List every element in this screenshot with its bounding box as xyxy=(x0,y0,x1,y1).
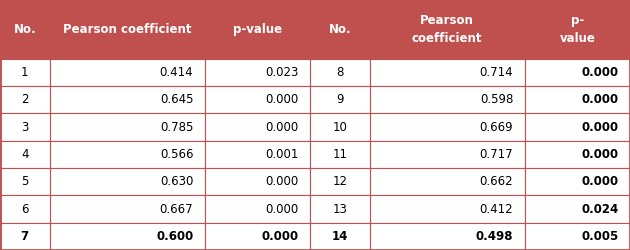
Bar xyxy=(370,0,525,59)
Text: 0.598: 0.598 xyxy=(480,93,513,106)
Bar xyxy=(525,59,630,86)
Text: 0.662: 0.662 xyxy=(479,175,513,188)
Bar xyxy=(205,195,310,223)
Text: 0.000: 0.000 xyxy=(581,175,619,188)
Bar xyxy=(310,0,370,59)
Text: 3: 3 xyxy=(21,120,28,134)
Bar xyxy=(370,168,525,195)
Bar xyxy=(0,59,50,86)
Bar xyxy=(310,168,370,195)
Text: 0.005: 0.005 xyxy=(581,230,619,243)
Bar xyxy=(370,86,525,114)
Text: Pearson coefficient: Pearson coefficient xyxy=(63,23,192,36)
Bar xyxy=(310,223,370,250)
Text: 0.667: 0.667 xyxy=(159,202,193,215)
Bar xyxy=(525,141,630,168)
Text: 6: 6 xyxy=(21,202,28,215)
Bar xyxy=(370,59,525,86)
Bar xyxy=(370,195,525,223)
Text: 0.785: 0.785 xyxy=(160,120,193,134)
Text: 12: 12 xyxy=(332,175,347,188)
Text: 0.630: 0.630 xyxy=(160,175,193,188)
Bar xyxy=(310,86,370,114)
Text: 8: 8 xyxy=(336,66,343,79)
Bar xyxy=(205,223,310,250)
Text: 0.023: 0.023 xyxy=(265,66,299,79)
Text: 0.000: 0.000 xyxy=(265,93,299,106)
Bar xyxy=(0,0,50,59)
Text: 11: 11 xyxy=(332,148,347,161)
Bar xyxy=(525,114,630,141)
Text: 0.412: 0.412 xyxy=(479,202,513,215)
Text: Pearson
coefficient: Pearson coefficient xyxy=(412,14,483,45)
Bar xyxy=(525,86,630,114)
Bar xyxy=(205,59,310,86)
Text: p-value: p-value xyxy=(232,23,282,36)
Bar xyxy=(0,86,50,114)
Bar xyxy=(50,86,205,114)
Text: 1: 1 xyxy=(21,66,28,79)
Text: 7: 7 xyxy=(21,230,29,243)
Bar xyxy=(50,168,205,195)
Bar xyxy=(50,195,205,223)
Bar xyxy=(205,0,310,59)
Text: 0.645: 0.645 xyxy=(160,93,193,106)
Text: 0.000: 0.000 xyxy=(261,230,299,243)
Text: 0.669: 0.669 xyxy=(479,120,513,134)
Text: No.: No. xyxy=(328,23,351,36)
Bar xyxy=(0,114,50,141)
Bar xyxy=(205,168,310,195)
Text: 0.024: 0.024 xyxy=(581,202,619,215)
Text: 0.600: 0.600 xyxy=(156,230,193,243)
Bar xyxy=(0,168,50,195)
Text: 0.717: 0.717 xyxy=(479,148,513,161)
Bar xyxy=(0,195,50,223)
Bar xyxy=(205,114,310,141)
Bar xyxy=(525,168,630,195)
Bar xyxy=(310,141,370,168)
Text: p-
value: p- value xyxy=(559,14,595,45)
Text: 0.566: 0.566 xyxy=(160,148,193,161)
Bar xyxy=(205,141,310,168)
Bar xyxy=(310,59,370,86)
Bar xyxy=(50,59,205,86)
Text: 0.001: 0.001 xyxy=(265,148,299,161)
Bar xyxy=(50,114,205,141)
Text: 0.498: 0.498 xyxy=(476,230,513,243)
Bar xyxy=(370,223,525,250)
Text: 5: 5 xyxy=(21,175,28,188)
Text: 0.000: 0.000 xyxy=(581,148,619,161)
Text: 2: 2 xyxy=(21,93,28,106)
Bar xyxy=(525,195,630,223)
Bar xyxy=(525,223,630,250)
Text: 4: 4 xyxy=(21,148,28,161)
Bar xyxy=(310,114,370,141)
Text: 13: 13 xyxy=(333,202,347,215)
Text: 0.000: 0.000 xyxy=(265,175,299,188)
Text: 14: 14 xyxy=(331,230,348,243)
Bar xyxy=(370,114,525,141)
Text: 0.714: 0.714 xyxy=(479,66,513,79)
Bar xyxy=(370,141,525,168)
Bar xyxy=(310,195,370,223)
Text: 10: 10 xyxy=(333,120,347,134)
Text: 0.000: 0.000 xyxy=(581,66,619,79)
Bar xyxy=(0,223,50,250)
Bar xyxy=(50,0,205,59)
Text: 9: 9 xyxy=(336,93,343,106)
Text: 0.000: 0.000 xyxy=(265,120,299,134)
Text: 0.000: 0.000 xyxy=(581,93,619,106)
Bar xyxy=(50,223,205,250)
Bar xyxy=(0,141,50,168)
Text: No.: No. xyxy=(13,23,36,36)
Text: 0.000: 0.000 xyxy=(265,202,299,215)
Text: 0.000: 0.000 xyxy=(581,120,619,134)
Text: 0.414: 0.414 xyxy=(159,66,193,79)
Bar xyxy=(525,0,630,59)
Bar xyxy=(205,86,310,114)
Bar xyxy=(50,141,205,168)
